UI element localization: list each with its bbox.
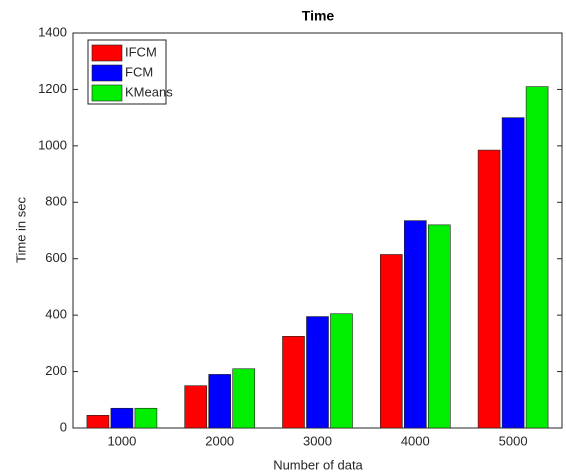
legend-swatch: [91, 44, 123, 62]
chart-title: Time: [302, 8, 335, 24]
bar: [110, 407, 134, 429]
x-tick-label: 3000: [303, 433, 332, 448]
bar: [403, 220, 427, 429]
legend-swatch: [91, 64, 123, 82]
legend-label: KMeans: [125, 84, 173, 99]
y-axis-label: Time in sec: [13, 197, 28, 263]
y-tick-label: 400: [45, 307, 67, 322]
bar: [330, 313, 353, 429]
y-tick-label: 0: [60, 419, 67, 434]
bar: [86, 415, 110, 429]
bar: [501, 117, 525, 429]
bar: [184, 385, 207, 429]
y-tick-label: 200: [45, 363, 67, 378]
bar: [232, 368, 255, 429]
x-tick-label: 5000: [499, 433, 528, 448]
bar: [208, 374, 231, 429]
bar: [306, 316, 329, 429]
legend-label: FCM: [125, 64, 153, 79]
legend-label: IFCM: [125, 44, 157, 59]
y-tick-label: 1400: [38, 24, 67, 39]
bar: [282, 336, 305, 429]
bar: [525, 86, 549, 429]
x-tick-label: 2000: [205, 433, 234, 448]
bar: [477, 149, 501, 429]
y-tick-label: 1000: [38, 137, 67, 152]
x-axis-label: Number of data: [273, 457, 363, 472]
y-tick-label: 600: [45, 250, 67, 265]
y-tick-label: 1200: [38, 81, 67, 96]
y-tick-label: 800: [45, 194, 67, 209]
x-tick-label: 4000: [401, 433, 430, 448]
bar: [134, 407, 158, 429]
bar: [427, 224, 451, 429]
bar: [379, 254, 403, 429]
x-tick-label: 1000: [107, 433, 136, 448]
legend-swatch: [91, 84, 123, 102]
